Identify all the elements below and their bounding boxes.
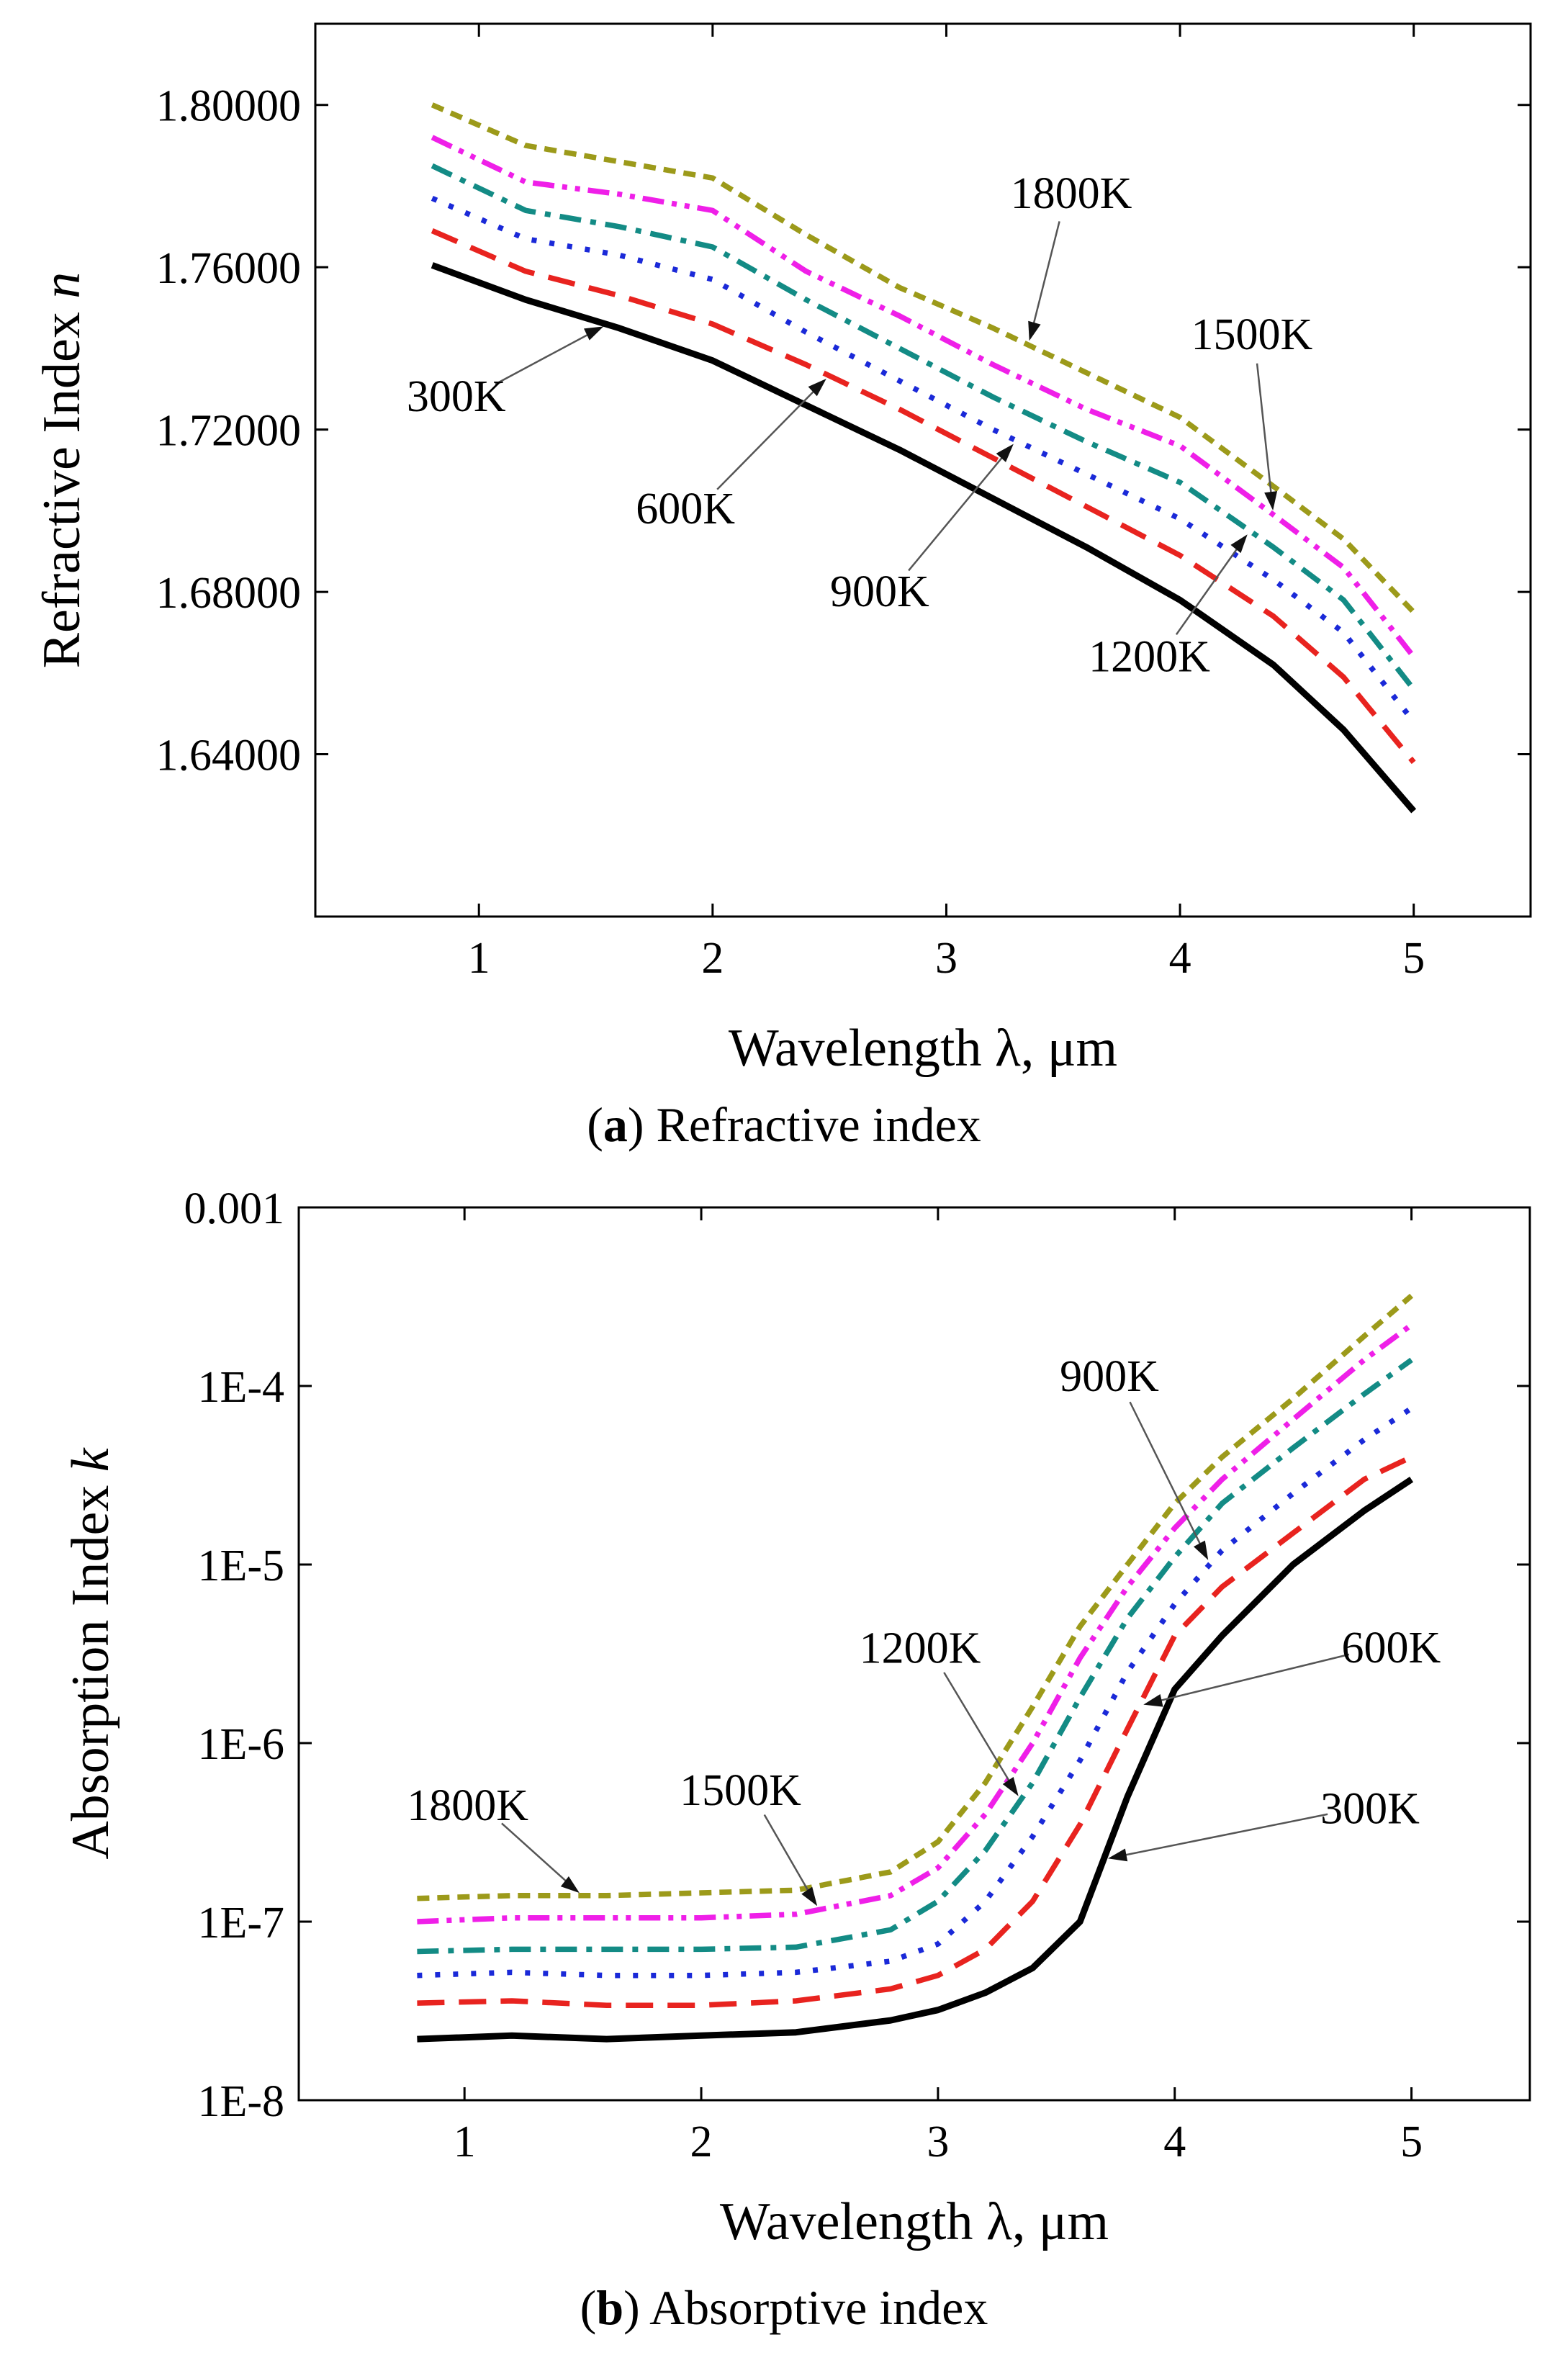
series-line-1500k (431, 135, 1416, 659)
y-tick-label: 1.64000 (156, 732, 302, 780)
annotation-arrowhead (584, 326, 604, 341)
chart-panel-absorptive-index: 1 2 3 4 5 1E-8 1E-7 1E-6 1E-5 1E-4 0.001 1800K 150… (61, 1184, 1531, 2335)
series-line-600k (431, 228, 1416, 765)
x-tick-label: 4 (1163, 2117, 1186, 2166)
series-label-600k: 600K (636, 485, 735, 534)
y-tick-label: 1E-4 (197, 1363, 284, 1412)
chart-panel-refractive-index: 1 2 3 4 5 1.64000 1.68000 1.72000 1.76000 1.8000… (32, 22, 1532, 1152)
caption-a-text: Refractive index (657, 1097, 981, 1152)
y-tick-label: 1E-7 (197, 1899, 284, 1948)
x-tick-label: 3 (935, 934, 958, 983)
y-tick-label: 1E-6 (197, 1720, 284, 1769)
y-tick-label: 1E-5 (197, 1541, 284, 1590)
series-label-900k: 900K (1060, 1352, 1159, 1401)
annotation-arrowhead (801, 1886, 818, 1907)
annotation-leader (908, 445, 1013, 572)
annotation-arrowhead (1264, 491, 1278, 511)
series-label-1500k: 1500K (1191, 310, 1313, 359)
caption-b-text: Absorptive index (649, 2280, 988, 2335)
series-label-600k: 600K (1342, 1624, 1441, 1673)
x-axis-ticks: 1 2 3 4 5 (454, 1207, 1423, 2166)
series-line-900k (417, 1405, 1413, 1979)
caption-a-letter: a (603, 1097, 628, 1152)
x-tick-label: 2 (690, 2117, 713, 2166)
series-label-300k: 300K (407, 372, 506, 421)
y-axis-ticks: 1.64000 1.68000 1.72000 1.76000 1.80000 (156, 82, 1531, 780)
series-group (417, 1293, 1414, 2043)
annotation-group: 1800K 1500K 1200K 900K 600K 300K (407, 1352, 1441, 1907)
series-line-1200k (431, 163, 1416, 691)
annotation-leader (501, 1822, 578, 1892)
annotation-arrowhead (1028, 320, 1041, 341)
annotation-arrowhead (1193, 1540, 1209, 1560)
y-axis-label-symbol: k (61, 1447, 120, 1472)
annotation-arrowhead (1002, 1776, 1019, 1796)
y-axis-label-text: Absorption Index (61, 1472, 120, 1860)
caption-a: (a) Refractive index (587, 1097, 981, 1152)
annotation-arrowhead (808, 379, 826, 397)
annotation-leader (1129, 1401, 1208, 1558)
y-axis-label-symbol: n (32, 272, 91, 299)
plot-area-frame (314, 22, 1532, 918)
series-label-900k: 900K (830, 567, 929, 616)
annotation-leader (1256, 363, 1274, 508)
x-axis-label: Wavelength λ, μm (720, 2192, 1109, 2251)
plot-area-frame (297, 1206, 1531, 2102)
annotation-arrowhead (1107, 1848, 1128, 1862)
y-axis-label: Absorption Index k (61, 1447, 120, 1860)
y-axis-label: Refractive Index n (32, 272, 91, 669)
annotation-leader (1175, 536, 1247, 636)
series-label-1200k: 1200K (860, 1624, 981, 1673)
annotation-leader (763, 1814, 816, 1904)
annotation-leader (716, 379, 825, 490)
series-line-900k (431, 195, 1416, 724)
series-line-600k (417, 1454, 1413, 2008)
annotation-leader (1029, 221, 1060, 338)
annotation-arrowhead (560, 1876, 580, 1894)
caption-b-letter: b (596, 2280, 623, 2335)
annotation-arrowhead (1143, 1694, 1163, 1707)
x-tick-label: 2 (701, 934, 724, 983)
x-tick-label: 5 (1400, 2117, 1423, 2166)
y-tick-label: 1.76000 (156, 244, 302, 293)
y-tick-label: 0.001 (184, 1184, 285, 1233)
x-tick-label: 1 (468, 934, 490, 983)
y-axis-label-text: Refractive Index (32, 299, 91, 669)
series-line-1500k (417, 1323, 1413, 1925)
annotation-group: 300K 600K 900K 1200K 1500K 1800K (407, 169, 1313, 682)
series-label-1800k: 1800K (1011, 169, 1132, 218)
annotation-arrowhead (1230, 534, 1248, 554)
series-label-1200k: 1200K (1089, 633, 1210, 682)
x-tick-label: 4 (1169, 934, 1191, 983)
series-group (431, 102, 1417, 814)
y-axis-ticks: 1E-8 1E-7 1E-6 1E-5 1E-4 0.001 (184, 1184, 1530, 2126)
x-tick-label: 3 (927, 2117, 949, 2166)
y-tick-label: 1.72000 (156, 407, 302, 456)
x-tick-label: 1 (454, 2117, 476, 2166)
annotation-arrowhead (996, 444, 1014, 462)
series-line-300k (417, 1476, 1414, 2043)
series-line-1200k (417, 1357, 1413, 1955)
x-tick-label: 5 (1402, 934, 1425, 983)
series-label-1500k: 1500K (680, 1766, 801, 1815)
y-tick-label: 1.80000 (156, 82, 302, 131)
series-line-1800k (431, 102, 1416, 614)
series-line-300k (431, 262, 1417, 814)
y-tick-label: 1E-8 (197, 2077, 284, 2126)
caption-b: (b) Absorptive index (580, 2280, 988, 2335)
annotation-leader (1110, 1813, 1328, 1859)
annotation-leader (943, 1672, 1018, 1794)
annotation-leader (495, 326, 602, 385)
series-line-1800k (417, 1293, 1414, 1901)
series-label-300k: 300K (1320, 1784, 1420, 1833)
x-axis-ticks: 1 2 3 4 5 (468, 24, 1425, 983)
y-tick-label: 1.68000 (156, 569, 302, 618)
annotation-leader (1145, 1653, 1350, 1705)
series-label-1800k: 1800K (407, 1781, 528, 1830)
x-axis-label: Wavelength λ, μm (729, 1019, 1117, 1078)
